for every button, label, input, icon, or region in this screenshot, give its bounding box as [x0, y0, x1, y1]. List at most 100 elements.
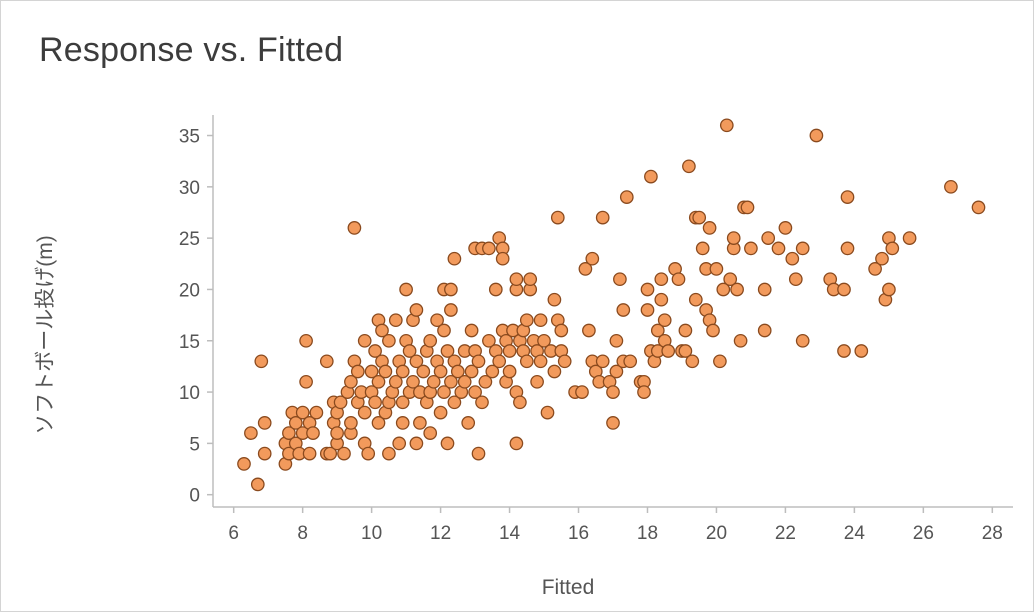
data-point — [595, 210, 610, 225]
data-point — [295, 405, 310, 420]
data-point — [595, 354, 610, 369]
data-point — [509, 436, 524, 451]
data-point — [482, 333, 496, 348]
data-point — [302, 446, 317, 461]
data-point — [344, 374, 358, 389]
data-point — [837, 282, 851, 297]
data-point — [461, 416, 476, 430]
data-point — [406, 374, 420, 389]
data-point — [795, 333, 810, 348]
y-tick-label: 35 — [179, 127, 200, 148]
data-point — [778, 221, 793, 235]
data-point — [882, 282, 896, 297]
data-point — [444, 374, 458, 389]
data-point — [537, 333, 551, 348]
data-point — [944, 179, 958, 194]
data-point — [478, 374, 493, 389]
data-point — [237, 457, 251, 471]
data-point — [716, 282, 731, 297]
data-point — [323, 446, 338, 461]
data-point — [702, 221, 717, 235]
data-point — [433, 405, 448, 420]
data-point — [388, 374, 403, 389]
data-point — [250, 477, 265, 492]
data-point — [464, 364, 479, 379]
data-point — [513, 395, 527, 410]
data-point — [430, 313, 444, 328]
data-point — [550, 210, 565, 225]
data-point — [609, 364, 624, 379]
data-point — [971, 200, 986, 215]
data-point — [337, 446, 351, 461]
data-point — [364, 364, 379, 379]
data-point — [654, 272, 669, 287]
data-point — [440, 344, 455, 358]
data-point — [730, 282, 744, 297]
data-point — [471, 446, 486, 461]
data-point — [399, 282, 413, 297]
data-point — [409, 354, 424, 369]
data-point — [492, 354, 507, 369]
data-point — [347, 221, 362, 235]
chart-title: Response vs. Fitted — [39, 31, 344, 69]
data-point — [468, 385, 482, 399]
data-point — [299, 333, 313, 348]
data-point — [619, 190, 634, 204]
data-point — [523, 272, 538, 287]
data-point — [533, 354, 548, 369]
data-point — [671, 272, 686, 287]
data-point — [606, 385, 620, 399]
data-point — [357, 405, 372, 420]
data-point — [378, 364, 393, 379]
data-point — [382, 446, 396, 461]
y-tick-label: 20 — [179, 280, 200, 301]
data-point — [495, 251, 510, 266]
data-point — [395, 395, 410, 410]
x-tick-label: 24 — [844, 523, 866, 544]
x-tick-label: 16 — [568, 523, 589, 544]
data-point — [368, 395, 382, 410]
data-point — [375, 323, 389, 338]
data-point — [392, 436, 407, 451]
data-point — [282, 426, 296, 440]
y-tick-label: 5 — [189, 434, 200, 455]
x-tick-label: 12 — [430, 523, 451, 544]
data-point — [306, 426, 320, 440]
data-point — [423, 333, 438, 348]
x-tick-label: 8 — [297, 523, 308, 544]
x-tick-label: 28 — [982, 523, 1003, 544]
data-point — [868, 262, 882, 276]
data-point — [837, 344, 851, 358]
data-point — [475, 395, 489, 410]
data-point — [333, 395, 348, 410]
data-point — [440, 436, 455, 451]
data-point — [330, 426, 344, 440]
x-axis-title: Fitted — [542, 576, 595, 599]
data-point — [416, 364, 431, 379]
data-point — [444, 303, 458, 317]
data-point — [547, 364, 562, 379]
data-point — [709, 262, 724, 276]
data-point — [530, 374, 544, 389]
data-point — [409, 303, 424, 317]
data-point — [368, 344, 382, 358]
data-point — [733, 333, 748, 348]
data-point — [433, 364, 448, 379]
x-tick-label: 26 — [913, 523, 934, 544]
data-point — [726, 231, 741, 245]
data-point — [437, 385, 451, 399]
data-point — [382, 333, 396, 348]
data-point — [488, 282, 503, 297]
data-point — [661, 344, 676, 358]
data-point — [437, 323, 451, 338]
data-point — [809, 128, 824, 143]
x-tick-label: 18 — [637, 523, 658, 544]
data-point — [557, 354, 572, 369]
data-point — [482, 241, 496, 256]
data-point — [547, 292, 562, 307]
data-point — [582, 323, 596, 338]
data-point — [623, 354, 638, 369]
data-point — [609, 333, 624, 348]
data-point — [288, 416, 303, 430]
